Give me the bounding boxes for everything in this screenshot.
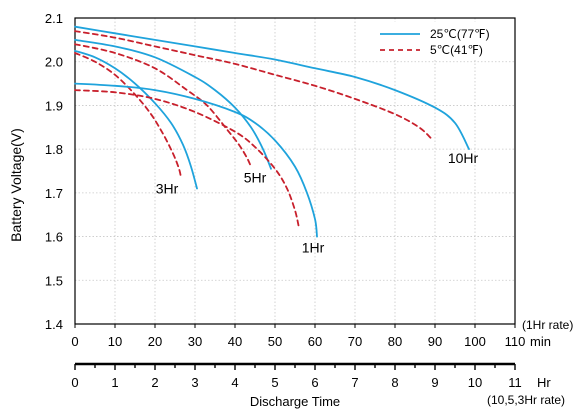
curve-3hr-25c [74, 49, 198, 190]
y-tick-label: 1.5 [45, 273, 63, 288]
y-tick-label: 2.0 [45, 55, 63, 70]
y-tick-label: 1.9 [45, 98, 63, 113]
legend: 25℃(77℉) 5℃(41℉) [372, 22, 510, 60]
legend-label-5c: 5℃(41℉) [430, 43, 483, 57]
curve-label-5hr: 5Hr [244, 170, 267, 186]
x-axis-hours: 0 1 2 3 4 5 6 7 8 9 10 11 [71, 362, 522, 390]
x-minutes-tick-label: 30 [188, 334, 202, 349]
x-hours-tick-label: 0 [71, 375, 78, 390]
x-hours-tick-label: 7 [351, 375, 358, 390]
x-minutes-tick-label: 110 [505, 334, 526, 349]
x-hours-tick-label: 6 [311, 375, 318, 390]
x-minutes-tick-label: 100 [464, 334, 486, 349]
x-hours-tick-label: 11 [508, 375, 522, 390]
y-tick-label: 1.6 [45, 230, 63, 245]
x-minutes-tick-label: 10 [108, 334, 122, 349]
curve-5hr-5c [74, 43, 252, 168]
y-tick-label: 1.8 [45, 142, 63, 157]
x-minutes-tick-label: 50 [268, 334, 282, 349]
curve-labels: 3Hr 5Hr 1Hr 10Hr [156, 150, 479, 256]
curve-label-1hr: 1Hr [302, 240, 325, 256]
legend-label-25c: 25℃(77℉) [430, 27, 490, 41]
y-tick-label: 1.4 [45, 317, 63, 332]
series-curves [74, 25, 470, 238]
plot-frame [74, 17, 516, 325]
y-tick-label: 1.7 [45, 186, 63, 201]
x-axis-minutes: 0 10 20 30 40 50 60 70 80 90 100 110 [71, 324, 525, 349]
curve-3hr-5c [74, 52, 182, 179]
x-minutes-unit: min [530, 334, 551, 349]
x-hours-unit: Hr [537, 375, 551, 390]
x-hours-tick-label: 2 [151, 375, 158, 390]
curve-1hr-5c [74, 89, 300, 229]
x-minutes-tick-label: 90 [428, 334, 442, 349]
x-minutes-tick-label: 40 [228, 334, 242, 349]
x-minutes-tick-label: 0 [71, 334, 78, 349]
legend-background [372, 22, 510, 60]
x-minutes-tick-label: 20 [148, 334, 162, 349]
x-hours-tick-label: 10 [468, 375, 482, 390]
curve-1hr-25c [74, 82, 318, 238]
curve-10hr-25c [74, 25, 470, 150]
y-axis-label: Battery Voltage(V) [8, 128, 24, 242]
x-hours-rate-label: (10,5,3Hr rate) [487, 393, 565, 407]
x-axis-label: Discharge Time [250, 394, 340, 409]
x-minutes-tick-label: 70 [348, 334, 362, 349]
x-hours-tick-label: 8 [391, 375, 398, 390]
y-tick-label: 2.1 [45, 11, 63, 26]
x-hours-tick-label: 3 [191, 375, 198, 390]
curve-label-3hr: 3Hr [156, 180, 179, 196]
x-minutes-rate-label: (1Hr rate) [522, 318, 573, 332]
x-hours-tick-label: 9 [431, 375, 438, 390]
x-hours-tick-label: 1 [111, 375, 118, 390]
curve-label-10hr: 10Hr [448, 150, 479, 166]
curve-5hr-25c [74, 39, 272, 170]
x-minutes-tick-label: 80 [388, 334, 402, 349]
y-axis-ticks: 1.4 1.5 1.6 1.7 1.8 1.9 2.0 2.1 [45, 11, 63, 332]
x-hours-tick-label: 5 [271, 375, 278, 390]
x-hours-tick-label: 4 [231, 375, 238, 390]
x-minutes-tick-label: 60 [308, 334, 322, 349]
